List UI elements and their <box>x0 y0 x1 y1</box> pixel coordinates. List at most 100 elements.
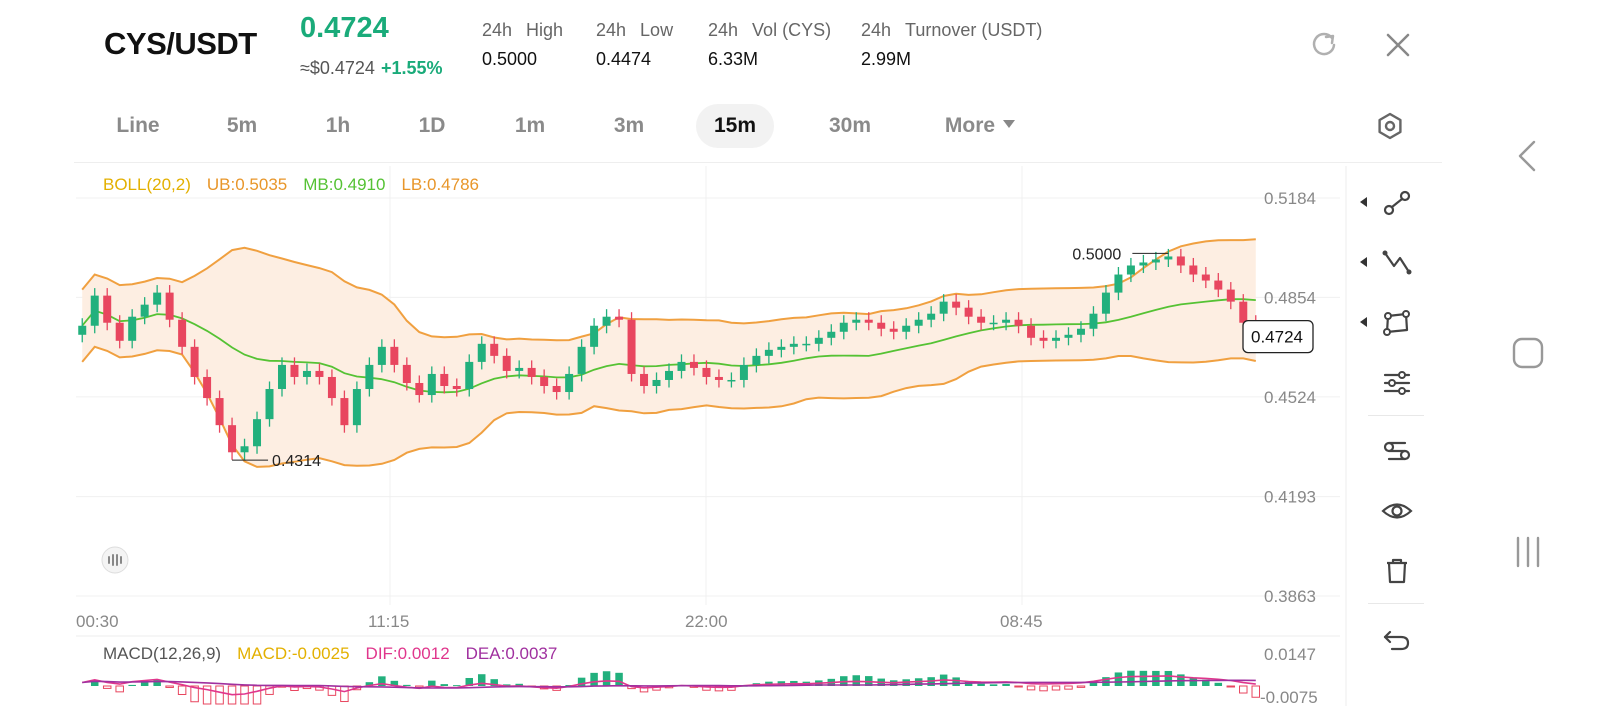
tab-more[interactable]: More <box>930 104 1030 148</box>
usd-price: ≈$0.4724 <box>300 58 375 78</box>
y-tick-label: 0.4854 <box>1264 288 1316 307</box>
macd-histogram-bar <box>202 685 212 705</box>
eye-icon[interactable] <box>1380 494 1414 528</box>
candle-body <box>827 331 836 338</box>
candle-body <box>1239 301 1248 323</box>
upper-band-line <box>81 238 1256 342</box>
macd-histogram-bar <box>378 676 386 686</box>
candle-body <box>90 295 99 326</box>
tab-15m[interactable]: 15m <box>696 104 774 148</box>
recents-nav-icon[interactable] <box>1508 532 1548 572</box>
candle-body <box>178 319 187 347</box>
x-tick-label: 00:30 <box>76 612 119 631</box>
candle-body <box>977 316 986 323</box>
macd-histogram-bar <box>1251 685 1261 698</box>
tab-1m[interactable]: 1m <box>514 114 546 137</box>
candle-body <box>1126 265 1135 275</box>
macd-histogram-bar <box>1226 685 1236 688</box>
candle-body <box>615 316 624 320</box>
candle-body <box>315 370 324 377</box>
shape-tool-icon[interactable] <box>1380 306 1414 340</box>
candle-body <box>1189 265 1198 275</box>
trendline-tool-icon[interactable] <box>1380 186 1414 220</box>
candle-body <box>939 301 948 314</box>
candle-body <box>153 292 162 305</box>
macd-histogram-bar <box>128 684 136 686</box>
boll-mb: MB:0.4910 <box>303 175 386 194</box>
candle-body <box>302 370 311 377</box>
drag-handle-icon[interactable] <box>100 545 130 575</box>
macd-histogram-bar <box>115 685 124 693</box>
boll-lb: LB:0.4786 <box>401 175 479 194</box>
expand-caret-icon[interactable] <box>1360 257 1367 267</box>
candle-body <box>640 373 649 387</box>
macd-histogram-bar <box>252 685 262 705</box>
expand-caret-icon[interactable] <box>1360 197 1367 207</box>
candle-body <box>1052 337 1061 341</box>
y-tick-label: 0.4524 <box>1264 388 1316 407</box>
macd-histogram-bar <box>1026 685 1036 691</box>
candle-body <box>490 343 499 356</box>
x-tick-label: 22:00 <box>685 612 728 631</box>
candle-body <box>228 425 237 453</box>
tab-5m[interactable]: 5m <box>226 114 258 137</box>
stat-label-prefix: 24h <box>708 20 739 40</box>
macd-histogram-bar <box>502 684 511 686</box>
candle-body <box>327 376 336 399</box>
macd-histogram-bar <box>327 685 337 696</box>
parallel-lines-tool-icon[interactable] <box>1380 366 1414 400</box>
macd-histogram-bar <box>477 674 486 686</box>
candle-body <box>390 346 399 365</box>
interval-tabs: Line 5m 1h 1D 1m 3m 15m 30m More <box>0 100 1440 152</box>
candle-body <box>477 343 486 362</box>
x-axis: 00:30 11:15 22:00 08:45 <box>76 612 1043 631</box>
macd-histogram-bar <box>602 671 611 686</box>
back-nav-icon[interactable] <box>1508 136 1548 176</box>
tab-3m[interactable]: 3m <box>613 114 645 137</box>
magnet-tool-icon[interactable] <box>1380 434 1414 468</box>
candle-body <box>265 389 274 420</box>
candle-body <box>452 386 461 390</box>
candle-body <box>1064 334 1073 338</box>
tab-1d[interactable]: 1D <box>418 114 446 137</box>
stat-label: Turnover (USDT) <box>905 20 1043 40</box>
candle-body <box>1002 319 1011 323</box>
stat-label: Vol (CYS) <box>752 20 832 40</box>
candle-body <box>1176 256 1185 266</box>
stat-label: High <box>526 20 564 40</box>
tab-30m[interactable]: 30m <box>828 114 872 137</box>
macd-value: MACD:-0.0025 <box>237 644 350 663</box>
candle-body <box>689 361 698 368</box>
macd-histogram-bar <box>1239 685 1248 694</box>
tab-1h[interactable]: 1h <box>325 114 351 137</box>
undo-icon[interactable] <box>1380 622 1414 656</box>
settings-icon[interactable] <box>1374 110 1406 142</box>
macd-histogram-bar <box>1202 679 1210 686</box>
candle-body <box>789 343 798 347</box>
refresh-icon[interactable] <box>1309 30 1339 60</box>
candle-body <box>914 319 923 326</box>
macd-histogram-bar <box>177 685 187 695</box>
zigzag-tool-icon[interactable] <box>1380 246 1414 280</box>
macd-histogram-bar <box>515 683 523 686</box>
stat-24h-vol: 24h Vol (CYS) 6.33M <box>708 20 831 70</box>
macd-histogram-bar <box>1089 683 1098 686</box>
expand-caret-icon[interactable] <box>1360 317 1367 327</box>
trash-icon[interactable] <box>1380 554 1414 588</box>
candle-body <box>527 367 536 377</box>
stat-value: 0.5000 <box>482 49 538 69</box>
price-change: +1.55% <box>380 58 443 78</box>
candle-body <box>277 364 286 390</box>
caret-down-icon <box>1003 120 1016 129</box>
candle-body <box>115 322 124 341</box>
candle-body <box>852 319 861 323</box>
candle-body <box>1139 262 1148 266</box>
tab-line[interactable]: Line <box>116 114 160 137</box>
home-nav-icon[interactable] <box>1508 333 1548 373</box>
candle-body <box>240 446 249 453</box>
close-icon[interactable] <box>1383 30 1413 60</box>
candle-body <box>465 361 474 390</box>
last-price: 0.4724 <box>300 12 389 44</box>
candle-body <box>602 316 611 326</box>
